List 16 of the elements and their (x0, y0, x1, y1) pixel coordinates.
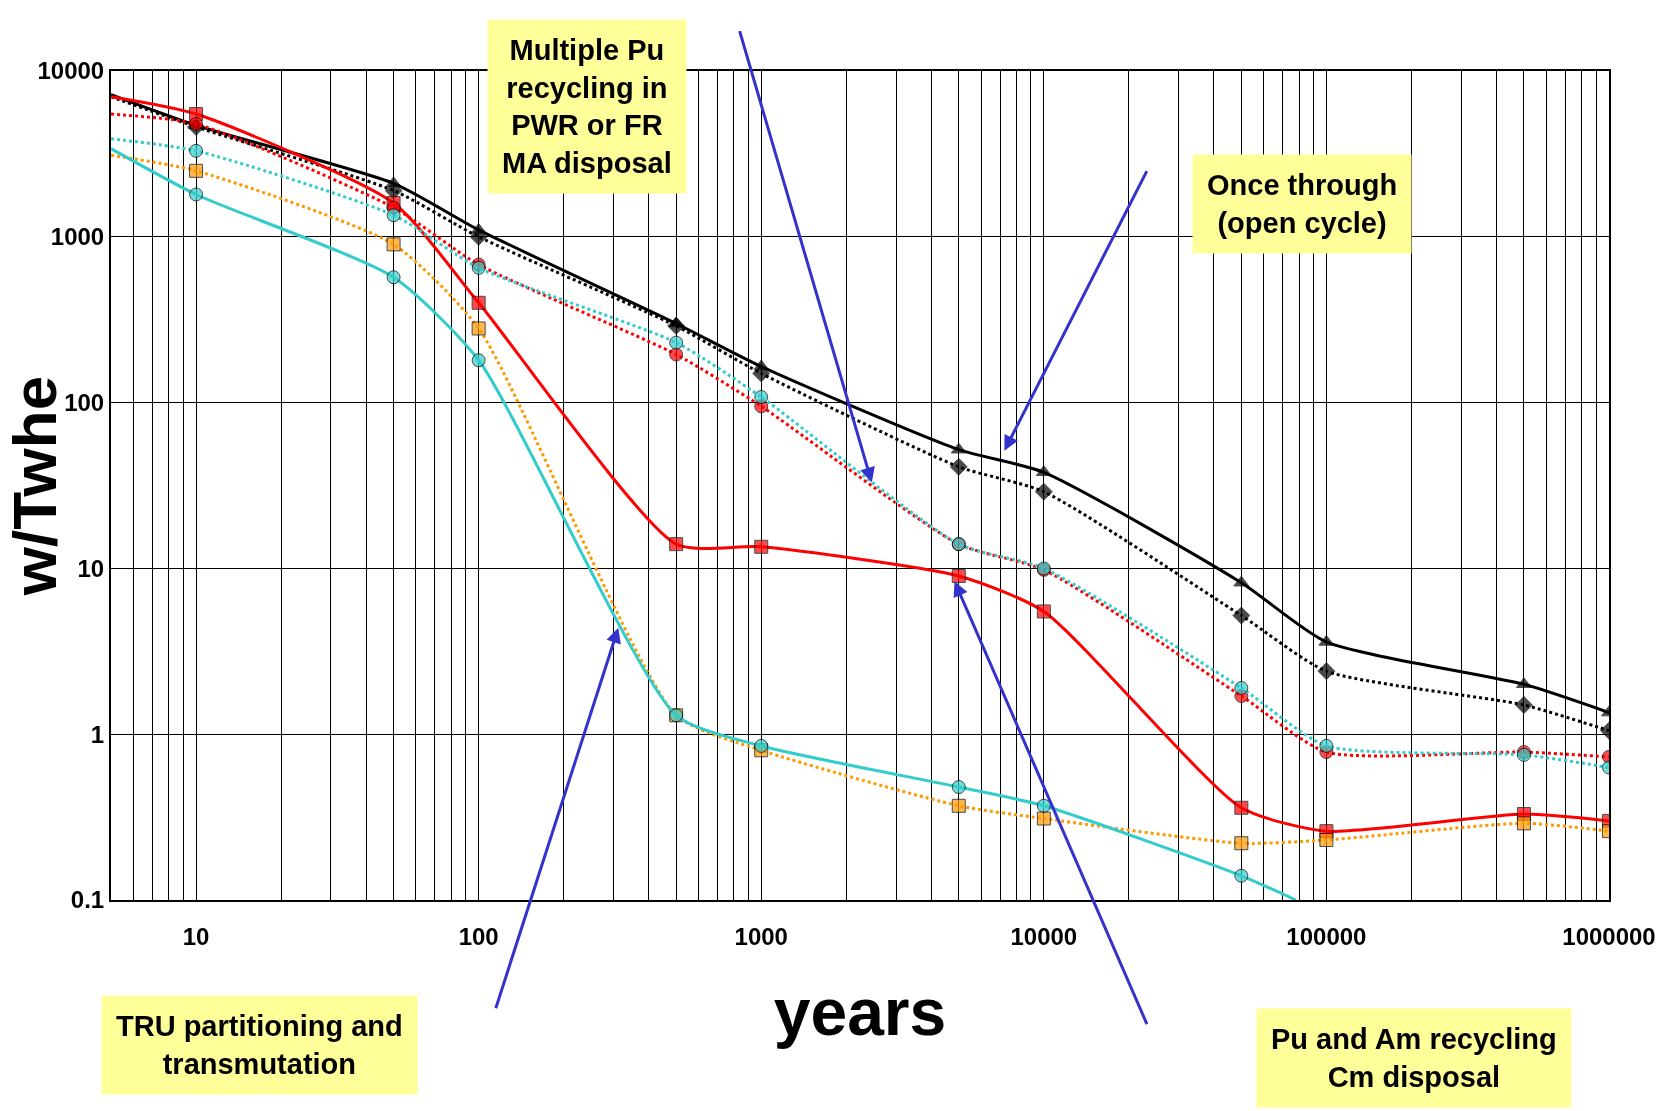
annotation: Multiple Pu recycling in PWR or FR MA disposal (502, 34, 672, 180)
x-tick-label: 100 (458, 922, 499, 950)
annotation: Once through (open cycle) (1207, 169, 1398, 239)
x-axis-title: years (773, 975, 947, 1049)
y-tick-label: 10000 (37, 57, 105, 85)
text: Pu and Am recycling Cm disposal (1271, 1023, 1557, 1093)
text: TRU partitioning and transmutation (116, 1010, 403, 1080)
y-tick-label: 1 (90, 720, 105, 748)
x-tick-label: 10 (182, 922, 210, 950)
y-tick-label: 1000 (50, 223, 105, 251)
x-tick-label: 100000 (1286, 922, 1367, 950)
x-tick-label: 1000 (734, 922, 788, 950)
x-tick-label: 10000 (1010, 922, 1078, 950)
x-tick-label: 1000000 (1562, 922, 1656, 950)
y-tick-label: 10 (77, 554, 105, 582)
y-tick-label: 0.1 (70, 886, 105, 914)
